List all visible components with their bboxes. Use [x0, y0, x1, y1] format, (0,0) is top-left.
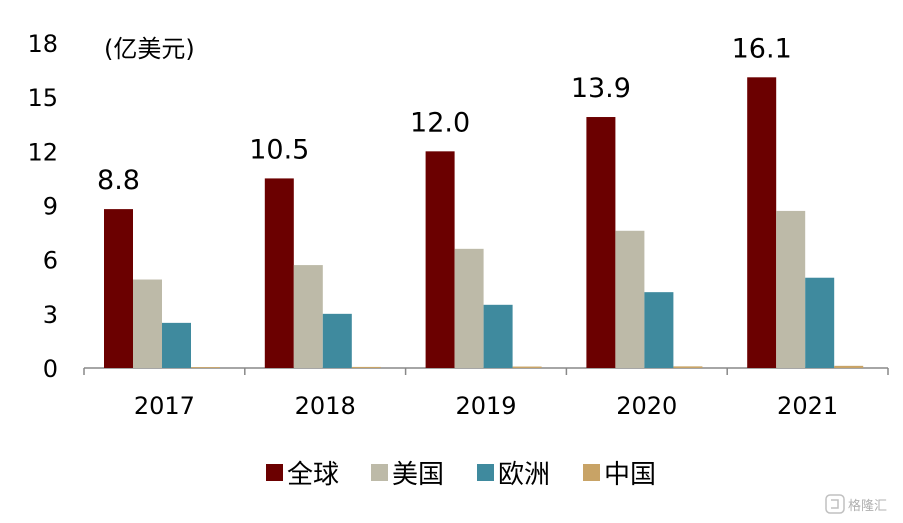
bar-0-1: [264, 178, 294, 368]
data-label: 8.8: [97, 165, 140, 196]
bar-3-0: [191, 367, 220, 368]
bar-2-4: [805, 277, 835, 368]
legend-label: 美国: [392, 460, 444, 490]
watermark: 格隆汇: [825, 494, 887, 514]
unit-label: (亿美元): [104, 35, 195, 63]
bar-3-4: [834, 365, 864, 368]
x-tick-label: 2017: [134, 392, 195, 420]
bar-1-2: [454, 248, 484, 368]
legend-label: 欧洲: [498, 460, 550, 490]
data-label: 13.9: [571, 73, 631, 104]
legend-label: 全球: [287, 460, 339, 490]
x-tick-label: 2019: [455, 392, 516, 420]
x-axis-labels: 2017 2018 2019 2020 2021: [134, 392, 838, 420]
bars: [104, 77, 864, 369]
bar-1-4: [776, 210, 806, 368]
y-tick-label: 3: [43, 301, 58, 329]
legend: 全球 美国 欧洲 中国: [266, 460, 656, 490]
x-axis-tick-marks: [83, 368, 889, 375]
data-label: 12.0: [410, 107, 470, 138]
bar-2-3: [644, 292, 674, 368]
legend-swatch: [371, 464, 388, 481]
y-tick-label: 15: [27, 84, 58, 112]
y-axis-ticks: 0 3 6 9 12 15 18: [27, 30, 58, 383]
bar-0-4: [747, 77, 777, 369]
y-tick-label: 18: [27, 30, 58, 58]
bar-2-0: [162, 322, 191, 368]
bar-3-2: [512, 366, 542, 368]
bar-1-0: [133, 279, 162, 368]
data-labels: 8.8 10.5 12.0 13.9 16.1: [97, 33, 792, 196]
y-tick-label: 12: [27, 138, 58, 166]
legend-label: 中国: [604, 460, 656, 490]
bar-1-1: [293, 265, 323, 368]
legend-swatch: [477, 464, 494, 481]
x-tick-label: 2020: [616, 392, 677, 420]
data-label: 16.1: [732, 33, 792, 64]
bar-0-3: [586, 117, 616, 369]
legend-swatch: [583, 464, 600, 481]
legend-swatch: [266, 464, 283, 481]
bar-0-2: [425, 151, 455, 368]
watermark-text: 格隆汇: [848, 498, 887, 514]
bar-3-3: [673, 366, 703, 368]
x-tick-label: 2018: [295, 392, 356, 420]
ge-logo-icon: [825, 494, 845, 514]
bar-2-2: [483, 304, 513, 368]
bar-1-3: [615, 230, 645, 368]
bar-2-1: [322, 313, 352, 368]
y-tick-label: 0: [43, 355, 58, 383]
bar-0-0: [104, 209, 133, 368]
y-tick-label: 6: [43, 247, 58, 275]
x-tick-label: 2021: [777, 392, 838, 420]
y-tick-label: 9: [43, 193, 58, 221]
data-label: 10.5: [249, 134, 309, 165]
bar-3-1: [351, 366, 381, 368]
